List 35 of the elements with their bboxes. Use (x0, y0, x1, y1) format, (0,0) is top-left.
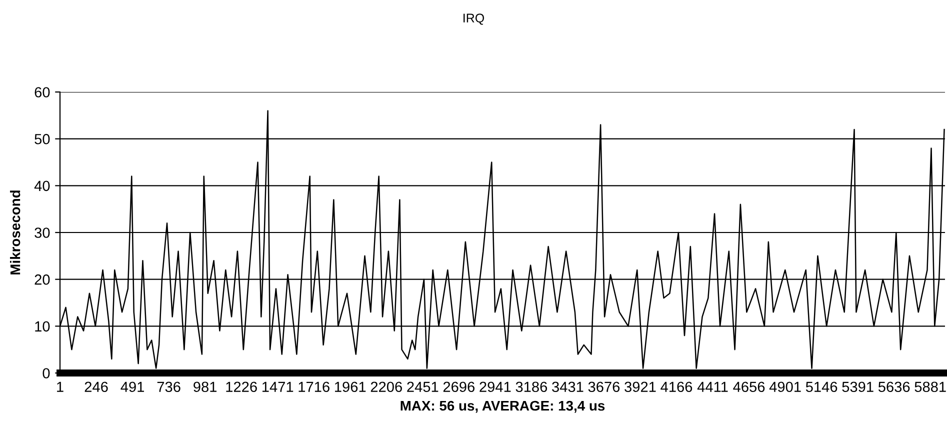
x-tick-label: 4656 (733, 382, 765, 392)
x-tick-label: 4901 (769, 382, 801, 392)
x-tick-label: 2941 (480, 382, 511, 392)
x-tick-label: 981 (194, 382, 217, 392)
y-axis-title: Mikrosecond (10, 190, 20, 274)
x-tick-label: 246 (84, 382, 108, 392)
x-tick-label: 2451 (407, 382, 438, 392)
y-tick-label: 50 (34, 134, 50, 144)
x-tick-label: 5636 (878, 382, 910, 392)
x-tick-label: 3431 (552, 382, 584, 392)
y-tick-label: 10 (35, 321, 50, 332)
x-tick-label: 5881 (914, 382, 946, 392)
y-tick-label: 60 (34, 87, 50, 98)
x-tick-label: 491 (120, 382, 144, 392)
x-tick-label: 2206 (370, 382, 402, 392)
chart-title: IRQ (464, 14, 484, 25)
x-axis-title: MAX: 56 us, AVERAGE: 13,4 us (400, 400, 605, 413)
y-tick-label: 0 (42, 368, 50, 378)
x-tick-label: 4411 (697, 382, 728, 392)
x-tick-label: 5146 (806, 382, 838, 392)
y-tick-label: 20 (34, 274, 50, 285)
x-tick-label: 5391 (842, 382, 874, 392)
x-tick-label: 1226 (226, 382, 257, 392)
y-tick-label: 30 (34, 228, 50, 238)
x-tick-label: 736 (157, 382, 180, 392)
x-tick-label: 4166 (660, 382, 692, 392)
x-tick-label: 1471 (262, 382, 294, 392)
x-tick-label: 3921 (624, 382, 656, 392)
x-tick-label: 1961 (335, 382, 366, 392)
x-tick-label: 3676 (588, 382, 620, 392)
x-tick-label: 1 (57, 382, 64, 392)
x-tick-label: 1716 (298, 382, 330, 392)
x-tick-label: 2696 (443, 382, 474, 392)
x-tick-label: 3186 (516, 382, 548, 392)
y-tick-label: 40 (34, 180, 50, 192)
